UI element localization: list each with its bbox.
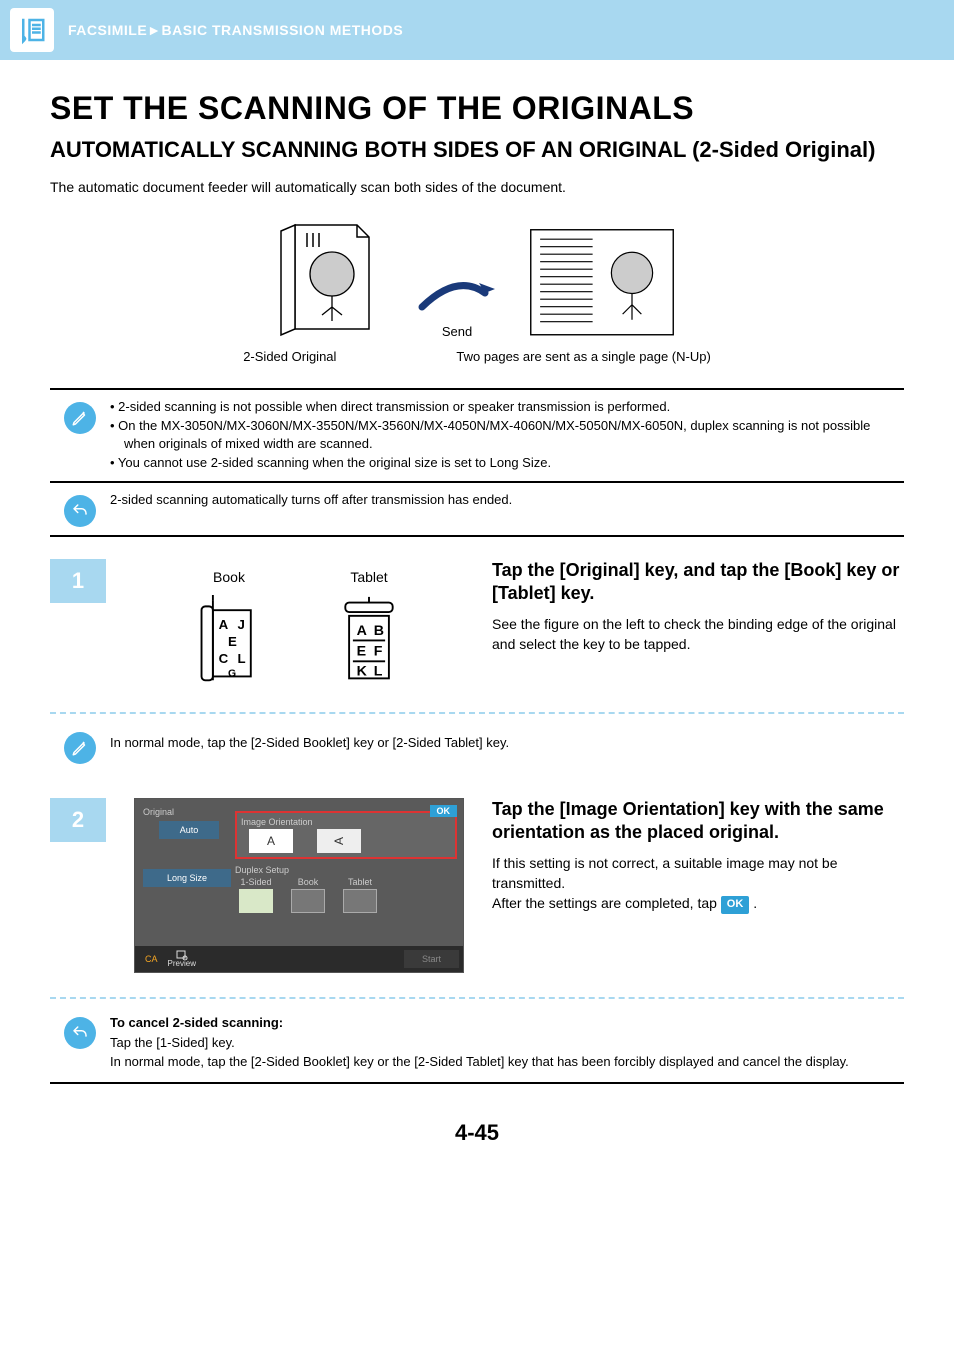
nup-page-icon [527,226,677,339]
step-2: 2 Original Auto Long Size OK Image Orien… [50,798,904,973]
pencil-icon [64,732,96,764]
sc-book-btn[interactable] [291,889,325,913]
undo-icon [64,495,96,527]
svg-text:G: G [228,669,236,680]
step2-body2-line: After the settings are completed, tap OK… [492,893,904,913]
sc-preview[interactable]: Preview [168,950,196,969]
svg-text:B: B [374,623,384,639]
svg-text:A: A [219,617,229,632]
svg-text:E: E [228,634,237,649]
note1-b3: • You cannot use 2-sided scanning when t… [110,454,904,473]
svg-text:K: K [357,664,368,680]
pencil-icon [64,402,96,434]
sc-orient-landscape[interactable]: A [317,829,361,853]
step2-body1: If this setting is not correct, a suitab… [492,853,904,894]
cancel-title: To cancel 2-sided scanning: [110,1013,849,1033]
sc-longsize[interactable]: Long Size [143,869,231,887]
send-arrow-icon [417,277,497,317]
sc-tablet: Tablet [343,877,377,887]
svg-text:J: J [238,617,245,632]
breadcrumb[interactable]: FACSIMILE►BASIC TRANSMISSION METHODS [68,22,403,38]
svg-text:A: A [357,623,367,639]
note2-text: 2-sided scanning automatically turns off… [110,491,512,510]
sc-auto[interactable]: Auto [159,821,219,839]
note-2: 2-sided scanning automatically turns off… [64,491,904,527]
step-1: 1 Book AJ E CL [50,559,904,688]
book-label: Book [194,569,264,585]
sc-imgorient: Image Orientation [241,817,451,827]
step2-heading: Tap the [Image Orientation] key with the… [492,798,904,845]
svg-text:C: C [219,651,229,666]
sub-title: AUTOMATICALLY SCANNING BOTH SIDES OF AN … [50,135,904,165]
main-title: SET THE SCANNING OF THE ORIGINALS [50,90,904,127]
cancel-line2: In normal mode, tap the [2-Sided Booklet… [110,1052,849,1072]
undo-icon [64,1017,96,1049]
sc-1sided-btn[interactable] [239,889,273,913]
step1-number: 1 [50,559,106,603]
sc-duplex: Duplex Setup [235,865,457,875]
tablet-binding-icon: AB EF KL [334,595,404,685]
sc-1sided: 1-Sided [239,877,273,887]
send-label: Send [417,324,497,339]
svg-text:L: L [374,664,383,680]
fax-icon [10,8,54,52]
diagram-captions: 2-Sided Original Two pages are sent as a… [50,349,904,364]
diagram-row: Send [50,219,904,339]
step1-heading: Tap the [Original] key, and tap the [Boo… [492,559,904,606]
header-bar: FACSIMILE►BASIC TRANSMISSION METHODS [0,0,954,60]
sc-ca[interactable]: CA [135,954,168,964]
sc-original: Original [143,807,174,817]
sc-ok[interactable]: OK [430,805,458,817]
left-caption: 2-Sided Original [243,349,336,364]
sc-tablet-btn[interactable] [343,889,377,913]
cancel-line1: Tap the [1-Sided] key. [110,1033,849,1053]
tip1-text: In normal mode, tap the [2-Sided Booklet… [110,734,509,753]
right-caption: Two pages are sent as a single page (N-U… [456,349,710,364]
svg-text:F: F [374,644,383,660]
step1-body: See the figure on the left to check the … [492,614,904,655]
two-sided-original-icon [277,219,387,339]
note1-b1: • 2-sided scanning is not possible when … [110,398,904,417]
sc-orient-portrait[interactable]: A [249,829,293,853]
tablet-label: Tablet [334,569,404,585]
intro-text: The automatic document feeder will autom… [50,179,904,195]
note-1: • 2-sided scanning is not possible when … [64,398,904,473]
svg-text:E: E [357,644,366,660]
book-binding-icon: AJ E CL G [194,595,264,685]
note1-b2: • On the MX-3050N/MX-3060N/MX-3550N/MX-3… [110,417,904,455]
step2-number: 2 [50,798,106,842]
sc-start[interactable]: Start [404,950,459,968]
sc-book: Book [291,877,325,887]
svg-text:L: L [238,651,246,666]
page-number: 4-45 [50,1120,904,1146]
printer-screen-mock: Original Auto Long Size OK Image Orienta… [134,798,464,973]
ok-inline-badge: OK [721,896,750,914]
